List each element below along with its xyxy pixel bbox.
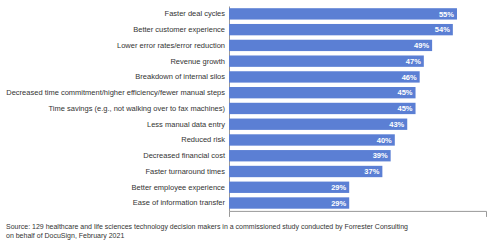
y-tick: Decreased time commitment/higher efficie… <box>6 88 225 97</box>
x-axis-line <box>230 211 487 217</box>
y-tick-label: Decreased time commitment/higher efficie… <box>6 88 225 97</box>
bar <box>229 182 349 193</box>
chart-container: Source: 129 healthcare and life sciences… <box>0 0 500 244</box>
bar <box>229 40 432 51</box>
bar <box>229 197 349 208</box>
data-label: 29% <box>331 199 346 208</box>
y-tick: Faster turnaround times <box>145 167 225 176</box>
bar <box>229 150 391 161</box>
y-tick: Time savings (e.g., not walking over to … <box>49 104 226 113</box>
y-tick-label: Decreased financial cost <box>143 151 226 160</box>
annotation-line: on behalf of DocuSign, February 2021 <box>6 232 124 240</box>
data-label: 54% <box>435 25 450 34</box>
x-axis <box>230 211 487 217</box>
data-label: 55% <box>439 10 454 19</box>
y-tick-label: Lower error rates/error reduction <box>117 41 225 50</box>
y-tick-label: Breakdown of internal silos <box>135 72 225 81</box>
annotation-line: Source: 129 healthcare and life sciences… <box>6 223 408 231</box>
y-tick: Less manual data entry <box>147 120 225 129</box>
bar <box>229 55 424 66</box>
chart: Source: 129 healthcare and life sciences… <box>0 0 500 244</box>
y-tick: Reduced risk <box>181 135 225 144</box>
data-label: 39% <box>373 151 388 160</box>
y-tick-label: Faster turnaround times <box>145 167 225 176</box>
y-tick-label: Better customer experience <box>133 25 225 34</box>
y-tick-label: Ease of information transfer <box>133 198 226 207</box>
bar <box>229 24 453 35</box>
y-tick: Revenue growth <box>170 57 225 66</box>
data-label: 47% <box>406 57 421 66</box>
y-tick: Ease of information transfer <box>133 198 226 207</box>
data-label: 29% <box>331 183 346 192</box>
bars <box>229 8 457 208</box>
data-label: 45% <box>398 88 413 97</box>
y-tick: Faster deal cycles <box>165 9 226 18</box>
annotations: Source: 129 healthcare and life sciences… <box>6 223 408 240</box>
bar <box>229 119 407 130</box>
data-label: 43% <box>389 120 404 129</box>
data-label: 45% <box>398 104 413 113</box>
data-label: 46% <box>402 73 417 82</box>
annotation: Source: 129 healthcare and life sciences… <box>6 223 408 240</box>
y-axis: Ease of information transfer Better emplo… <box>6 7 229 212</box>
bar <box>229 71 420 82</box>
bar <box>229 166 382 177</box>
y-tick-label: Less manual data entry <box>147 120 225 129</box>
bar <box>229 134 395 145</box>
bar <box>229 103 416 114</box>
data-label: 49% <box>414 41 429 50</box>
y-tick: Lower error rates/error reduction <box>117 41 225 50</box>
bar <box>229 8 457 19</box>
data-labels: 29% 29% 37% 39% 40% 43% 45% 45% 46% 47% 49% 54% 55% <box>331 10 454 208</box>
y-tick: Better employee experience <box>132 183 225 192</box>
y-tick-label: Time savings (e.g., not walking over to … <box>49 104 226 113</box>
data-label: 40% <box>377 136 392 145</box>
y-tick-label: Better employee experience <box>132 183 225 192</box>
y-tick: Decreased financial cost <box>143 151 226 160</box>
bar <box>229 87 416 98</box>
y-tick-label: Revenue growth <box>170 57 225 66</box>
y-tick-label: Reduced risk <box>181 135 225 144</box>
y-tick-label: Faster deal cycles <box>165 9 226 18</box>
y-tick: Breakdown of internal silos <box>135 72 225 81</box>
y-tick: Better customer experience <box>133 25 225 34</box>
data-label: 37% <box>364 167 379 176</box>
